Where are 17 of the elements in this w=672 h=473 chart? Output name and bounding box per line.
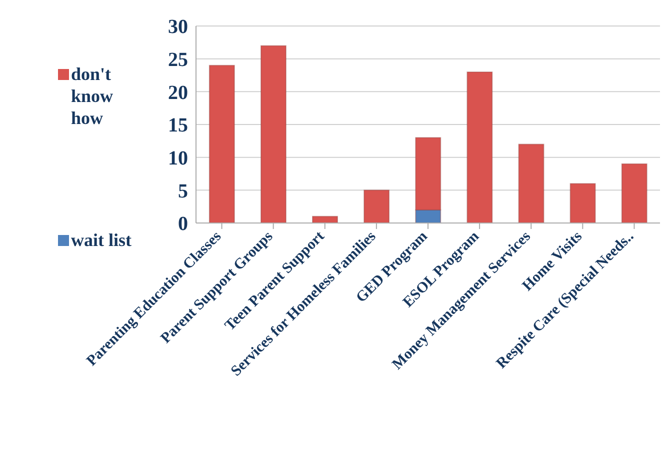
bar <box>518 144 544 223</box>
legend-label: don't know how <box>71 63 114 129</box>
bar <box>312 216 338 223</box>
y-tick-label: 20 <box>168 82 188 104</box>
y-tick-label: 5 <box>178 180 188 202</box>
bar <box>260 45 286 223</box>
y-tick-label: 10 <box>168 147 188 170</box>
y-tick-label: 15 <box>168 114 188 137</box>
bar <box>208 64 235 223</box>
y-tick-label: 30 <box>168 16 188 38</box>
bar <box>621 163 648 223</box>
bar <box>570 183 596 223</box>
bar <box>364 190 390 223</box>
y-tick-label: 0 <box>178 213 188 236</box>
y-tick-label: 25 <box>168 48 188 71</box>
bar <box>466 71 493 223</box>
legend-label: wait list <box>71 229 132 251</box>
